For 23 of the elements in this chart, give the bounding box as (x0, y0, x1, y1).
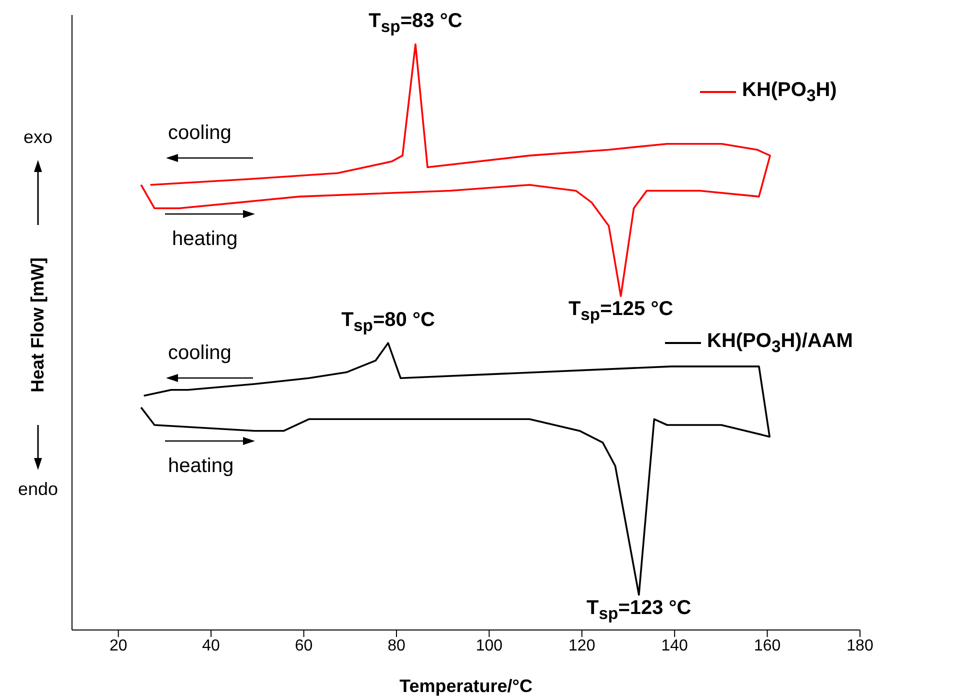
annotation: T$_{sp}$=83 °C (368, 10, 462, 38)
annotation: T$_{sp}$=80 °C (341, 309, 435, 336)
x-tick-label: 100 (476, 637, 503, 654)
legend-label: KH(PO$_{3}$H) (742, 79, 837, 106)
x-tick-label: 160 (754, 637, 781, 654)
legend-label: KH(PO$_{3}$H)/AAM (707, 330, 853, 357)
x-tick-label: 20 (109, 637, 128, 654)
y-axis-title: Heat Flow [mW] (28, 258, 48, 392)
x-tick-label: 40 (202, 637, 220, 654)
x-tick-label: 80 (388, 637, 406, 654)
annotation: heating (168, 455, 234, 478)
x-tick-label: 180 (846, 637, 874, 654)
text: endo (18, 479, 58, 500)
annotation: cooling (168, 122, 232, 145)
annotation: heating (172, 228, 238, 251)
x-axis-title: Temperature/°C (398, 676, 534, 697)
x-tick-label: 60 (294, 637, 313, 654)
text: exo (23, 127, 53, 148)
annotation: T$_{sp}$=125 °C (568, 298, 674, 326)
x-tick-label: 120 (568, 637, 596, 654)
annotation: cooling (168, 342, 232, 365)
annotation: T$_{sp}$=123 °C (586, 596, 692, 624)
x-tick-label: 140 (661, 637, 688, 654)
